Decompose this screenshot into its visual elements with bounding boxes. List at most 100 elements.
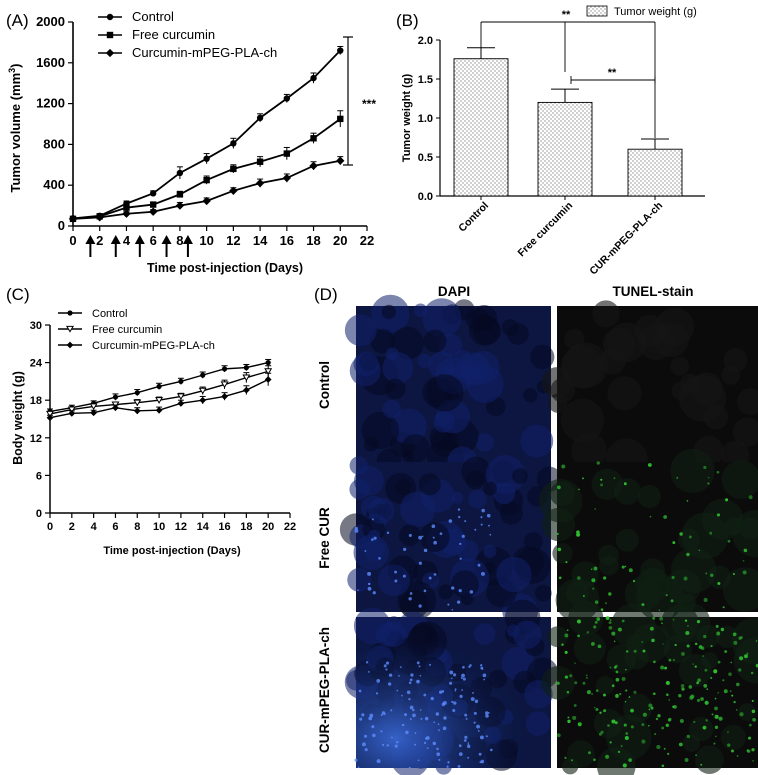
- panel-c-label: (C): [6, 285, 30, 304]
- nucleus: [459, 694, 463, 699]
- tissue-texture: [483, 481, 497, 496]
- sig-label-2: **: [608, 67, 617, 79]
- apoptotic-cell: [744, 654, 748, 659]
- apoptotic-cell: [686, 499, 689, 502]
- nucleus: [459, 542, 462, 546]
- data-point: [256, 114, 264, 122]
- apoptotic-cell: [755, 663, 758, 668]
- apoptotic-cell: [681, 652, 685, 656]
- nucleus: [457, 508, 461, 511]
- apoptotic-cell: [707, 476, 710, 479]
- nucleus: [432, 536, 435, 539]
- series-1: [45, 365, 273, 418]
- data-point: [243, 365, 249, 371]
- tissue-texture: [678, 653, 712, 687]
- nucleus: [439, 532, 443, 536]
- apoptotic-cell: [617, 750, 621, 754]
- tissue-texture: [592, 300, 620, 328]
- nucleus: [459, 557, 462, 560]
- apoptotic-cell: [564, 633, 569, 638]
- nucleus: [485, 735, 488, 738]
- tissue-texture: [695, 745, 724, 775]
- apoptotic-cell: [565, 561, 568, 564]
- x-tick-label: 12: [226, 233, 240, 248]
- x-axis-label-c: Time post-injection (Days): [103, 545, 241, 557]
- apoptotic-cell: [596, 461, 600, 465]
- nucleus: [403, 547, 407, 551]
- data-point: [122, 209, 131, 218]
- apoptotic-cell: [698, 645, 703, 649]
- nucleus: [419, 709, 422, 711]
- tissue-texture: [493, 482, 516, 505]
- nucleus: [451, 608, 454, 611]
- apoptotic-cell: [576, 530, 580, 534]
- apoptotic-cell: [567, 719, 571, 724]
- apoptotic-cell: [736, 755, 739, 757]
- nucleus: [408, 597, 412, 601]
- apoptotic-cell: [732, 632, 737, 637]
- nucleus: [437, 723, 440, 726]
- y-tick-label-b: 0.0: [418, 191, 433, 203]
- apoptotic-cell: [680, 683, 685, 688]
- arrow-head: [161, 235, 172, 244]
- data-point: [123, 204, 130, 211]
- nucleus: [435, 712, 440, 716]
- apoptotic-cell: [697, 678, 701, 683]
- apoptotic-cell: [738, 668, 742, 672]
- apoptotic-cell: [663, 747, 666, 750]
- panel-a-significance: ***: [343, 36, 376, 166]
- data-point: [283, 95, 291, 102]
- tissue-texture: [466, 350, 500, 384]
- apoptotic-cell: [660, 665, 665, 670]
- y-tick-label: 2000: [36, 14, 65, 29]
- nucleus: [461, 673, 465, 678]
- apoptotic-cell: [731, 749, 734, 753]
- tissue-texture: [391, 326, 424, 360]
- nucleus: [365, 661, 369, 664]
- apoptotic-cell: [742, 570, 747, 575]
- nucleus: [386, 744, 389, 747]
- tissue-texture: [456, 539, 479, 562]
- tissue-texture: [363, 437, 379, 452]
- apoptotic-cell: [748, 495, 753, 500]
- apoptotic-cell: [667, 752, 670, 756]
- nucleus: [447, 603, 450, 606]
- nucleus: [453, 673, 457, 677]
- nucleus: [473, 711, 477, 715]
- apoptotic-cell: [679, 719, 684, 724]
- nucleus: [446, 765, 449, 768]
- data-point: [176, 191, 184, 198]
- apoptotic-cell: [695, 754, 697, 756]
- apoptotic-cell: [662, 643, 664, 645]
- apoptotic-cell: [686, 552, 690, 557]
- bar: [453, 58, 509, 197]
- apoptotic-cell: [556, 733, 561, 738]
- panel-a-axes: 0 400 800 1200 1600 2000 0 2 4 6 8 10 12 14 16 18 20 22: [36, 14, 374, 248]
- nucleus: [438, 758, 441, 761]
- apoptotic-cell: [600, 478, 603, 481]
- tissue-texture: [523, 388, 538, 403]
- data-point: [229, 186, 238, 195]
- apoptotic-cell: [596, 617, 601, 621]
- nucleus: [404, 713, 408, 717]
- tissue-texture: [397, 581, 437, 620]
- nucleus: [480, 516, 483, 519]
- apoptotic-cell: [633, 690, 637, 694]
- legend-entry: Control: [92, 308, 127, 320]
- x-tick-label: 2: [96, 233, 103, 248]
- apoptotic-cell: [641, 641, 644, 643]
- data-point: [265, 360, 271, 366]
- nucleus: [436, 752, 441, 757]
- nucleus: [450, 677, 453, 680]
- panel-b-label: (B): [396, 11, 419, 30]
- apoptotic-cell: [748, 736, 752, 740]
- data-point: [203, 176, 210, 184]
- tissue-texture: [680, 373, 700, 393]
- apoptotic-cell: [751, 748, 755, 752]
- apoptotic-cell: [622, 763, 627, 768]
- nucleus: [423, 548, 428, 553]
- apoptotic-cell: [621, 565, 625, 569]
- row-label-free-cur: Free CUR: [317, 507, 332, 569]
- x-tick-label: 16: [280, 233, 294, 248]
